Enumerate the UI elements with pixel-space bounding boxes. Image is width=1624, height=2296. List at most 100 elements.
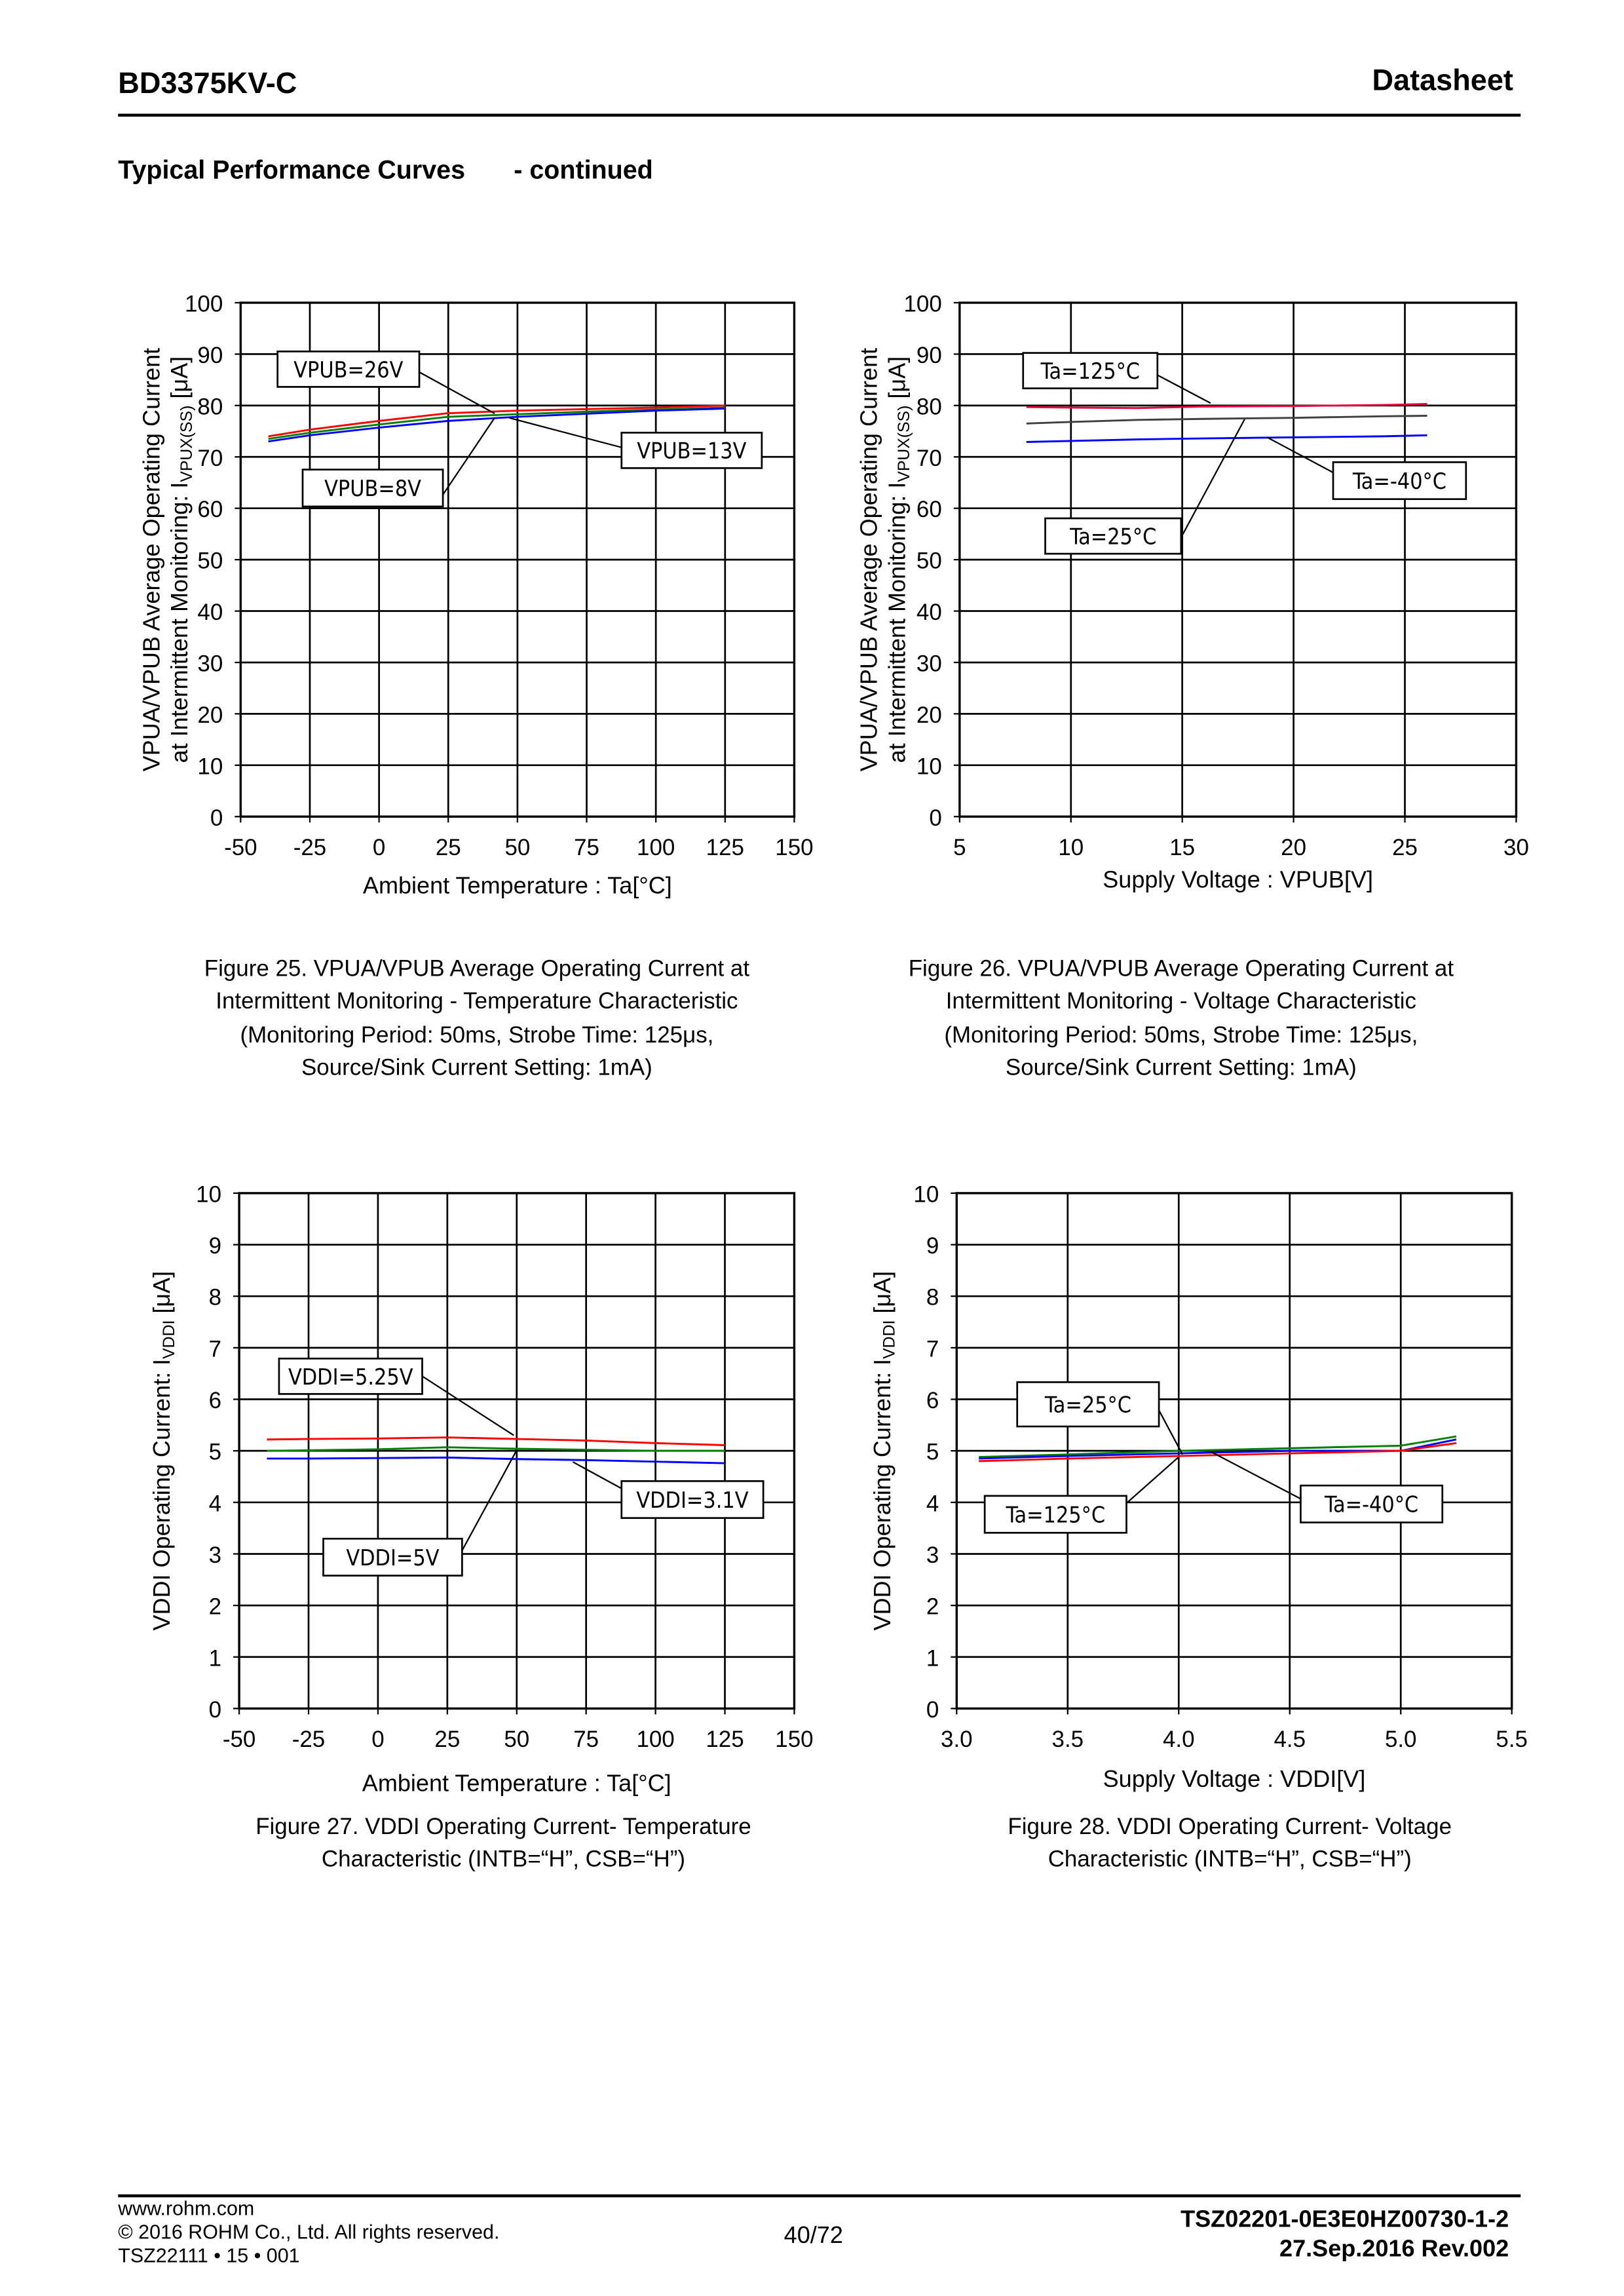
- y-axis-label-line2: at Intermittent Monitoring: IVPUX(SS) [μ…: [883, 356, 913, 763]
- y-tick-label: 4: [926, 1491, 939, 1516]
- series-line-2: [268, 408, 725, 443]
- y-tick-label: 50: [916, 548, 942, 574]
- footer-rule: [118, 2194, 1521, 2198]
- x-tick-label: 5: [953, 835, 966, 860]
- series-line-0: [267, 1436, 725, 1446]
- x-tick-label: 10: [1058, 835, 1084, 860]
- series-line-2: [979, 1442, 1457, 1463]
- x-tick-label: 4.0: [1163, 1727, 1195, 1752]
- y-tick-label: 2: [926, 1594, 939, 1620]
- x-tick-label: -25: [293, 835, 326, 860]
- callout-leader: [1210, 1451, 1301, 1500]
- y-label-unit: [μA]: [148, 1271, 175, 1320]
- x-axis-label: Ambient Temperature : Ta[°C]: [363, 871, 672, 898]
- series-label: VDDI=3.1V: [636, 1487, 748, 1513]
- plot-frame: [958, 301, 1518, 818]
- caption-line: Figure 25. VPUA/VPUB Average Operating C…: [204, 957, 750, 982]
- copyright: © 2016 ROHM Co., Ltd. All rights reserve…: [118, 2221, 500, 2244]
- y-tick-label: 9: [926, 1233, 939, 1259]
- y-label-subscript: VPUX(SS): [896, 406, 913, 482]
- y-label-text: at Intermittent Monitoring: I: [883, 482, 910, 763]
- section-suffix: - continued: [514, 155, 653, 185]
- y-label-text: VDDI Operating Current: I: [148, 1359, 175, 1631]
- y-tick-label: 1: [926, 1645, 939, 1671]
- callout-leader: [572, 1461, 622, 1489]
- callout-box: [620, 1480, 765, 1520]
- y-tick-label: 10: [916, 754, 942, 779]
- y-tick-label: 90: [916, 343, 942, 368]
- callout-box: [322, 1537, 463, 1577]
- footer-left: www.rohm.com © 2016 ROHM Co., Ltd. All r…: [118, 2197, 499, 2268]
- y-tick-label: 10: [913, 1181, 939, 1207]
- callout-box: [1022, 352, 1159, 390]
- y-tick-label: 7: [926, 1336, 939, 1362]
- y-tick-label: 50: [197, 548, 223, 574]
- y-label-unit: [μA]: [869, 1271, 896, 1320]
- y-tick-label: 2: [209, 1594, 221, 1620]
- y-tick-label: 90: [197, 343, 223, 368]
- y-tick-label: 9: [209, 1233, 221, 1259]
- y-tick-label: 0: [209, 1697, 221, 1723]
- x-tick-label: 25: [1392, 835, 1418, 860]
- callout-leader: [509, 417, 622, 448]
- callout-leader: [419, 371, 495, 414]
- y-tick-label: 5: [926, 1440, 939, 1465]
- caption-line: (Monitoring Period: 50ms, Strobe Time: 1…: [240, 1022, 714, 1048]
- series-label: VPUB=13V: [637, 438, 746, 464]
- series-line-1: [268, 406, 725, 440]
- callout-leader: [442, 417, 495, 495]
- x-tick-label: 100: [636, 1727, 674, 1752]
- plot-frame: [239, 301, 796, 818]
- series-label: VDDI=5V: [346, 1545, 439, 1571]
- series-label: VPUB=8V: [324, 476, 421, 501]
- section-title: Typical Performance Curves: [118, 155, 466, 185]
- callout-box: [1044, 517, 1182, 555]
- date-revision: 27.Sep.2016 Rev.002: [1279, 2237, 1509, 2263]
- series-label: VPUB=26V: [293, 357, 403, 383]
- series-label: Ta=125°C: [1006, 1502, 1106, 1527]
- x-tick-label: 125: [706, 835, 744, 860]
- series-label: Ta=25°C: [1044, 1392, 1131, 1418]
- header-rule: [118, 113, 1521, 117]
- y-tick-label: 100: [904, 292, 942, 317]
- callout-box: [1016, 1381, 1160, 1428]
- series-line-0: [1026, 403, 1427, 410]
- x-tick-label: -50: [223, 1727, 255, 1752]
- part-number: BD3375KV-C: [118, 67, 297, 101]
- figure-26-caption: Figure 26. VPUA/VPUB Average Operating C…: [909, 954, 1454, 1086]
- caption-line: Characteristic (INTB=“H”, CSB=“H”): [321, 1847, 686, 1873]
- x-tick-label: 25: [436, 835, 461, 860]
- callout-box: [276, 351, 421, 388]
- figure-25-caption: Figure 25. VPUA/VPUB Average Operating C…: [204, 954, 749, 1086]
- callout-box: [278, 1357, 423, 1395]
- form-code: TSZ22111 • 15 • 001: [118, 2244, 300, 2267]
- y-tick-label: 20: [197, 702, 223, 728]
- figure-27-caption: Figure 27. VDDI Operating Current- Tempe…: [255, 1812, 751, 1877]
- y-tick-label: 5: [209, 1440, 221, 1465]
- y-label-subscript: VPUX(SS): [178, 406, 196, 482]
- page-number: 40/72: [784, 2223, 843, 2249]
- x-tick-label: -50: [224, 835, 257, 860]
- x-tick-label: 0: [371, 1727, 384, 1752]
- x-axis-label: Supply Voltage : VDDI[V]: [1103, 1765, 1366, 1792]
- caption-line: Figure 26. VPUA/VPUB Average Operating C…: [908, 957, 1454, 982]
- callout-leader: [1125, 1457, 1179, 1504]
- plot-frame: [238, 1192, 796, 1710]
- website-link[interactable]: www.rohm.com: [118, 2197, 255, 2220]
- series-line-2: [267, 1456, 725, 1464]
- y-tick-label: 8: [209, 1285, 221, 1311]
- x-tick-label: 50: [504, 1727, 529, 1752]
- y-tick-label: 0: [926, 1697, 939, 1723]
- callout-leader: [421, 1375, 514, 1436]
- x-tick-label: 150: [775, 1727, 813, 1752]
- callout-box: [1300, 1484, 1444, 1523]
- y-axis-label-line1: VPUA/VPUB Average Operating Current: [138, 348, 164, 772]
- footer-right: TSZ02201-0E3E0HZ00730-1-2 27.Sep.2016 Re…: [1180, 2206, 1509, 2265]
- y-tick-label: 3: [209, 1542, 221, 1568]
- caption-line: Characteristic (INTB=“H”, CSB=“H”): [1048, 1847, 1412, 1873]
- y-tick-label: 100: [185, 292, 223, 317]
